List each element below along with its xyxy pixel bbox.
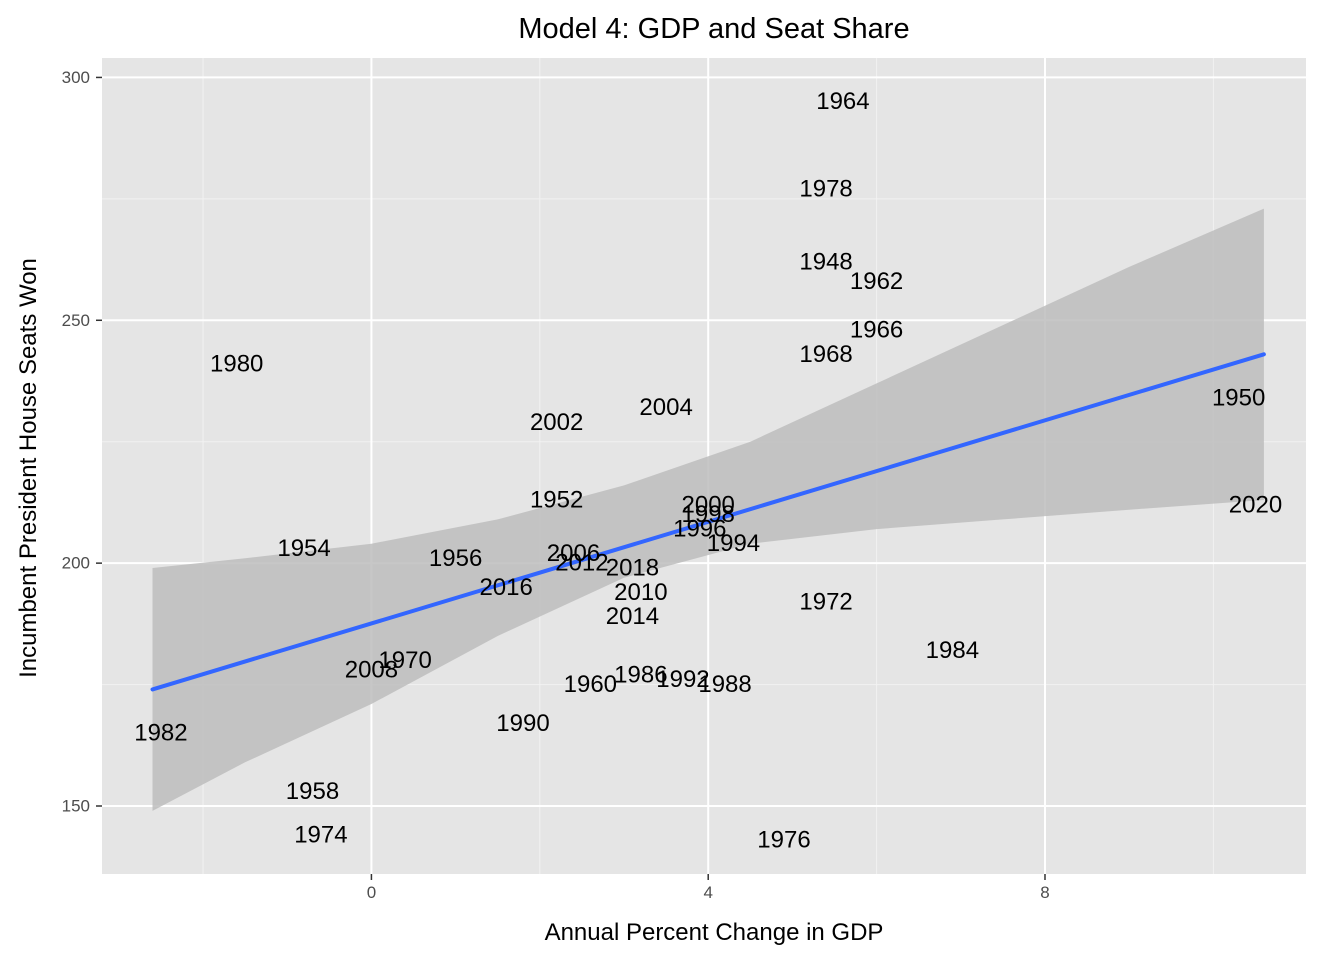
point-label-1974: 1974: [294, 822, 347, 849]
chart-title: Model 4: GDP and Seat Share: [518, 13, 909, 45]
point-label-1982: 1982: [134, 720, 187, 747]
point-label-1968: 1968: [799, 341, 852, 368]
point-label-1996: 1996: [673, 516, 726, 543]
y-axis-ticks: 150 200 250 300: [62, 68, 102, 816]
y-axis-title: Incumbent President House Seats Won: [15, 258, 42, 678]
point-label-2018: 2018: [606, 555, 659, 582]
point-label-1960: 1960: [564, 671, 617, 698]
point-label-1964: 1964: [816, 88, 869, 115]
point-label-1954: 1954: [277, 535, 330, 562]
point-label-1990: 1990: [496, 710, 549, 737]
point-label-1952: 1952: [530, 487, 583, 514]
point-label-1948: 1948: [799, 249, 852, 276]
point-labels: 1948 1950 1952 1954 1956 1958 1960 1962 1964 1966…: [134, 88, 1282, 853]
point-label-2020: 2020: [1229, 491, 1282, 518]
point-label-1978: 1978: [799, 176, 852, 203]
point-label-1958: 1958: [286, 778, 339, 805]
point-label-1986: 1986: [614, 661, 667, 688]
point-label-1994: 1994: [707, 530, 760, 557]
point-label-2008: 2008: [345, 657, 398, 684]
point-label-1984: 1984: [926, 637, 979, 664]
point-label-2002: 2002: [530, 409, 583, 436]
point-label-2004: 2004: [639, 394, 692, 421]
point-label-2012: 2012: [555, 550, 608, 577]
point-label-1976: 1976: [757, 827, 810, 854]
y-tick-label: 200: [62, 554, 90, 573]
x-tick-label: 8: [1040, 883, 1049, 902]
x-axis-title: Annual Percent Change in GDP: [545, 919, 884, 946]
x-tick-label: 0: [367, 883, 376, 902]
point-label-1992: 1992: [656, 666, 709, 693]
point-label-1998: 1998: [682, 501, 735, 528]
regression-line: [150, 352, 1266, 692]
point-label-1980: 1980: [210, 351, 263, 378]
point-label-2010: 2010: [614, 579, 667, 606]
point-label-1988: 1988: [698, 671, 751, 698]
point-label-1962: 1962: [850, 268, 903, 295]
x-tick-label: 4: [703, 883, 712, 902]
y-tick-label: 150: [62, 797, 90, 816]
confidence-band: [152, 208, 1264, 811]
point-label-1972: 1972: [799, 589, 852, 616]
point-label-2000: 2000: [682, 491, 735, 518]
point-label-2014: 2014: [606, 603, 659, 630]
point-label-2016: 2016: [479, 574, 532, 601]
y-tick-label: 300: [62, 68, 90, 87]
point-label-1956: 1956: [429, 545, 482, 572]
y-tick-label: 250: [62, 311, 90, 330]
x-axis-ticks: 0 4 8: [367, 874, 1050, 902]
point-label-1970: 1970: [378, 647, 431, 674]
point-label-1950: 1950: [1212, 385, 1265, 412]
point-label-1966: 1966: [850, 317, 903, 344]
point-label-2006: 2006: [547, 540, 600, 567]
